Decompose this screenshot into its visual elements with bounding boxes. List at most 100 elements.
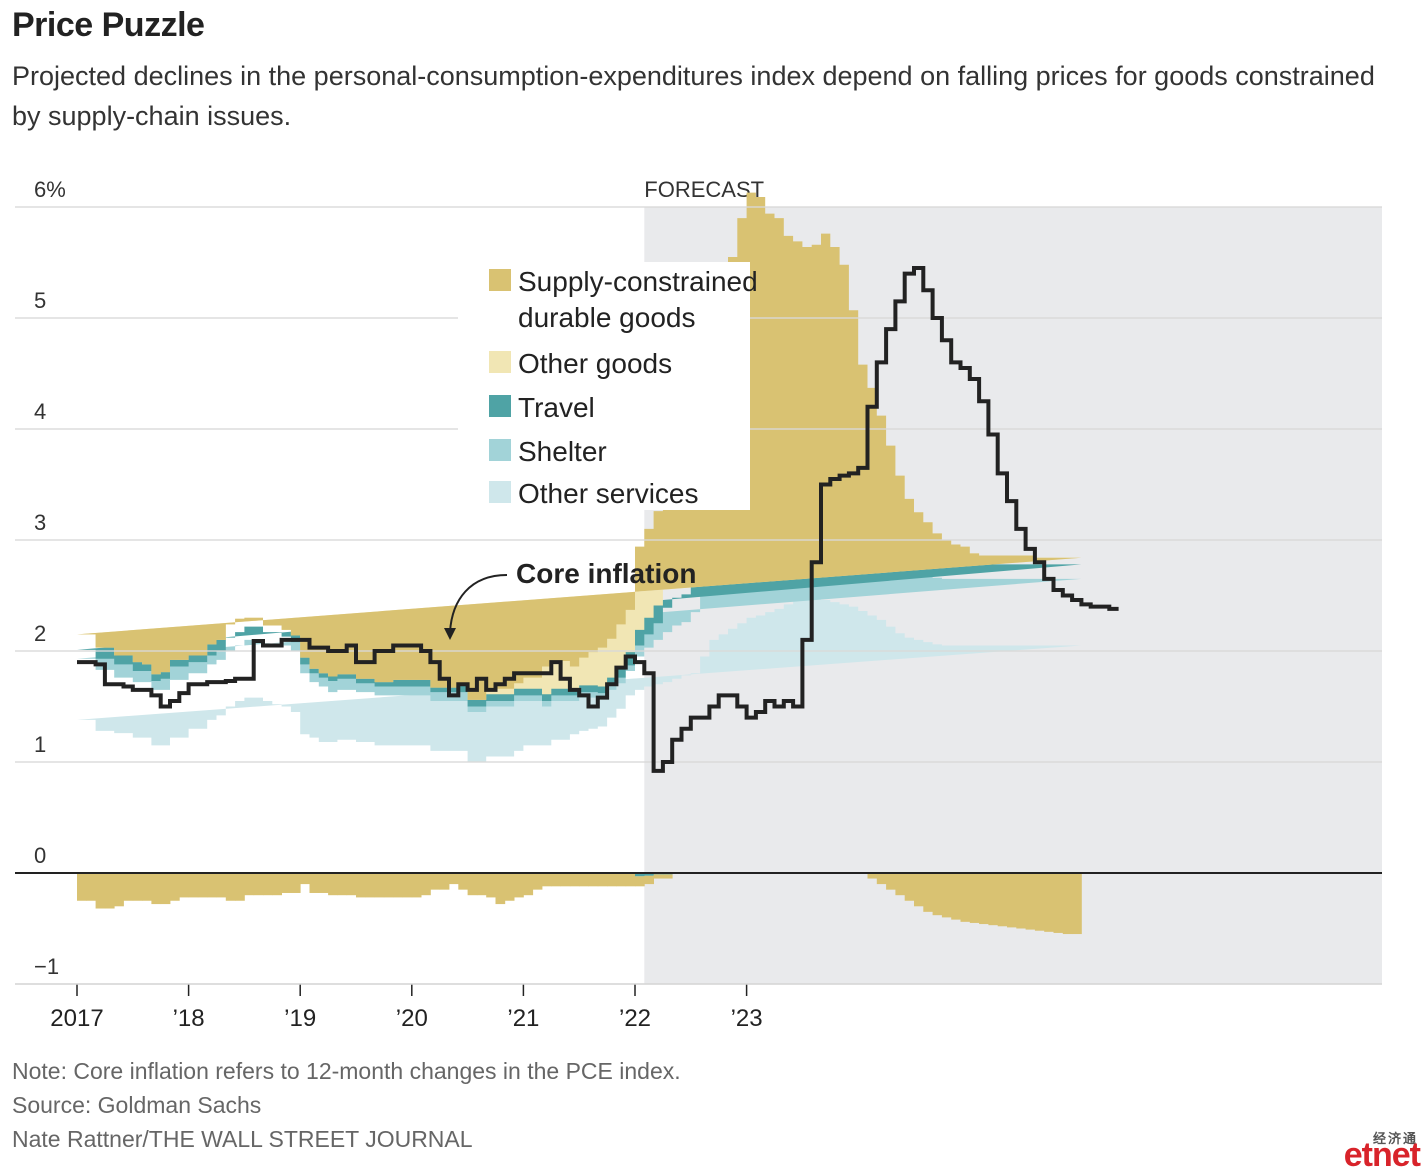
negative-bar — [625, 873, 636, 887]
negative-bar — [1053, 873, 1064, 933]
negative-bar — [467, 873, 478, 896]
negative-bar — [1062, 873, 1073, 935]
chart-title: Price Puzzle — [12, 6, 205, 44]
negative-bar — [411, 873, 422, 898]
negative-bar — [951, 873, 961, 920]
negative-bar — [607, 873, 617, 887]
legend-swatch — [489, 269, 511, 291]
negative-bar — [104, 873, 115, 909]
negative-bar — [542, 873, 552, 887]
y-tick-label: 3 — [34, 510, 46, 535]
negative-bar — [207, 873, 217, 898]
x-tick-label: ’18 — [173, 1005, 205, 1032]
negative-bar — [476, 873, 487, 896]
negative-bar — [263, 873, 273, 896]
negative-bar — [225, 873, 236, 901]
negative-bar — [300, 873, 310, 885]
negative-bar-travel — [644, 873, 654, 876]
x-tick-label: ’19 — [284, 1005, 316, 1032]
negative-bar — [123, 873, 134, 901]
core-inflation-annotation: Core inflation — [516, 558, 696, 589]
x-tick-label: ’21 — [507, 1005, 539, 1032]
legend-label: Other goods — [518, 348, 672, 379]
negative-bar — [383, 873, 394, 898]
negative-bar — [216, 873, 227, 898]
negative-bar — [142, 873, 152, 901]
negative-bar — [560, 873, 571, 887]
negative-bar — [579, 873, 589, 887]
legend-swatch — [489, 351, 511, 373]
negative-bar — [588, 873, 599, 887]
negative-bar — [132, 873, 143, 901]
y-tick-label: −1 — [34, 954, 59, 979]
negative-bar — [272, 873, 282, 896]
negative-bar — [514, 873, 524, 898]
negative-bar — [244, 873, 255, 896]
negative-bar — [960, 873, 971, 922]
negative-bar — [95, 873, 106, 909]
x-tick-label: ’20 — [396, 1005, 428, 1032]
negative-bar — [988, 873, 999, 926]
forecast-label: FORECAST — [644, 177, 764, 202]
negative-bar — [77, 873, 87, 901]
negative-bar — [253, 873, 264, 896]
legend-label: durable goods — [518, 302, 695, 333]
core-inflation-line — [77, 266, 1119, 773]
negative-bar — [1016, 873, 1026, 929]
negative-bar — [1007, 873, 1017, 928]
negative-bar — [328, 873, 338, 896]
negative-bar — [895, 873, 906, 896]
negative-bar — [188, 873, 199, 898]
y-tick-label: 2 — [34, 621, 46, 646]
y-tick-label: 5 — [34, 288, 46, 313]
credit-text: Nate Rattner/THE WALL STREET JOURNAL — [12, 1126, 473, 1152]
negative-bar-goods — [662, 874, 673, 879]
area-supply-constrained-durable-goods — [77, 192, 1082, 700]
negative-bar — [114, 873, 124, 907]
negative-bar — [1034, 873, 1045, 931]
negative-bar — [569, 873, 580, 887]
y-tick-label: 6% — [34, 177, 66, 202]
negative-bar — [318, 873, 329, 893]
negative-bar — [160, 873, 171, 905]
negative-bar — [356, 873, 366, 898]
negative-bar — [197, 873, 208, 898]
negative-bar — [449, 873, 459, 885]
legend-swatch — [489, 439, 511, 461]
negative-bar-goods — [635, 876, 645, 887]
area-other-services — [77, 597, 1082, 762]
negative-bar — [932, 873, 943, 916]
negative-bar — [1025, 873, 1036, 930]
y-tick-label: 1 — [34, 732, 46, 757]
negative-bar — [997, 873, 1008, 927]
negative-bar — [597, 873, 608, 887]
negative-bar — [309, 873, 320, 893]
negative-bar — [616, 873, 627, 887]
negative-bar — [486, 873, 496, 898]
negative-bar — [430, 873, 441, 890]
negative-bar — [374, 873, 385, 898]
negative-bar — [941, 873, 952, 918]
legend-swatch — [489, 481, 511, 503]
negative-bar — [979, 873, 989, 925]
negative-bar — [1044, 873, 1054, 932]
negative-bar — [86, 873, 96, 901]
negative-bar — [551, 873, 561, 887]
negative-bar — [458, 873, 468, 890]
etnet-logo: etnet — [1343, 1136, 1421, 1174]
legend-label: Supply-constrained — [518, 266, 758, 297]
negative-bar — [495, 873, 506, 905]
negative-bar — [290, 873, 301, 893]
legend-label: Other services — [518, 478, 699, 509]
negative-bar — [281, 873, 292, 893]
legend-swatch — [489, 395, 511, 417]
negative-bar — [867, 873, 878, 879]
x-tick-label: 2017 — [50, 1005, 103, 1032]
negative-bar — [876, 873, 887, 885]
annotation-arrowhead — [444, 628, 456, 640]
negative-bar — [504, 873, 515, 901]
y-tick-label: 4 — [34, 399, 46, 424]
negative-bar — [365, 873, 375, 898]
negative-bar — [402, 873, 413, 898]
